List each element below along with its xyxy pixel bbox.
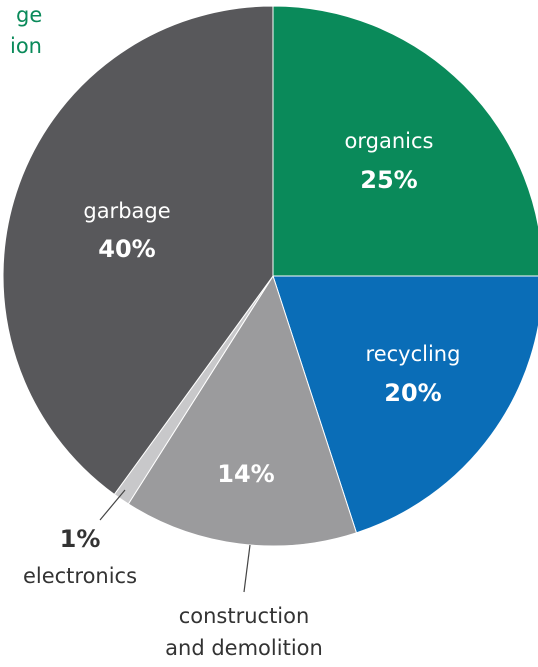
electronics-percent: 1% — [60, 525, 101, 553]
cutoff-label-line1: ge — [16, 3, 42, 27]
pie-slice-construction — [127, 274, 358, 547]
pie-slice-recycling — [272, 275, 538, 534]
construction-label-line2: and demolition — [165, 636, 323, 660]
cutoff-label-line2: ion — [10, 34, 42, 58]
recycling-percent: 20% — [384, 379, 441, 407]
pie-slices — [2, 5, 538, 547]
recycling-label: recycling — [366, 342, 461, 366]
electronics-label: electronics — [23, 564, 137, 588]
construction-percent: 14% — [217, 460, 274, 488]
organics-percent: 25% — [360, 166, 417, 194]
construction-leader-line — [243, 544, 251, 593]
garbage-label: garbage — [83, 199, 170, 223]
garbage-percent: 40% — [98, 235, 155, 263]
construction-label-line1: construction — [179, 604, 310, 628]
organics-label: organics — [345, 129, 434, 153]
pie-slice-garbage — [2, 5, 274, 496]
electronics-leader-line — [99, 489, 126, 521]
